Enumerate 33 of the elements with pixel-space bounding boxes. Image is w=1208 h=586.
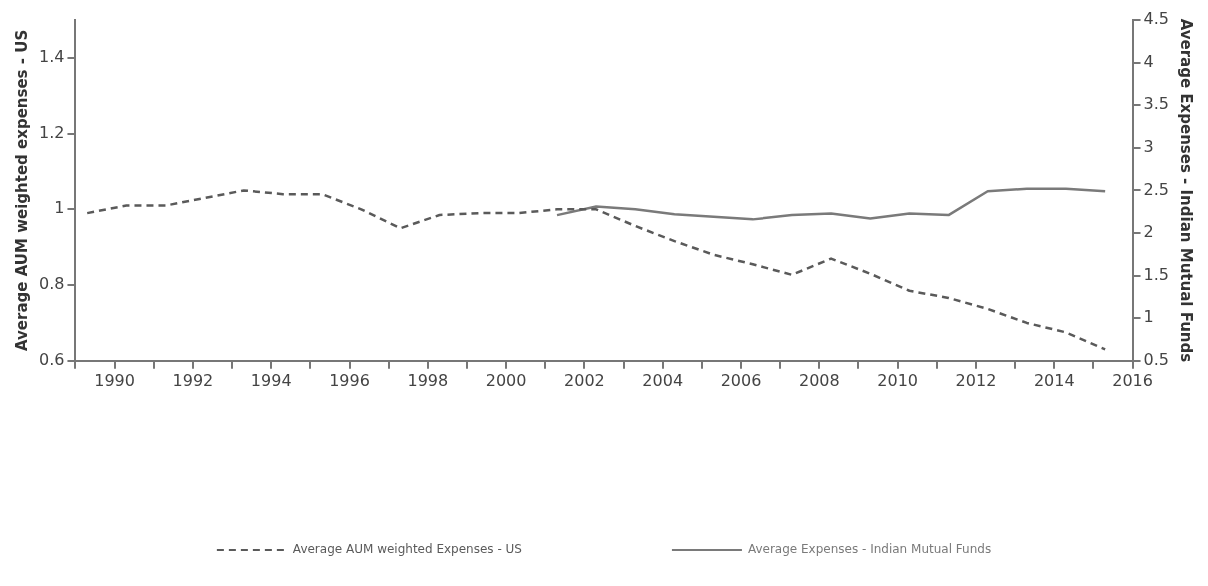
y2-tick-label: 1 — [1143, 307, 1154, 327]
x-tick-label: 2008 — [798, 370, 840, 390]
y2-tick-label: 3 — [1143, 136, 1154, 156]
y-tick-label: 0.8 — [38, 274, 65, 294]
y2-tick-label: 0.5 — [1143, 349, 1170, 369]
y-tick-label: 1.4 — [38, 47, 65, 67]
x-tick-label: 2010 — [877, 370, 918, 390]
text: Average Expenses - Indian Mutual Funds — [747, 542, 992, 557]
x-tick-label: 2002 — [564, 370, 605, 390]
x-tick-label: 2006 — [720, 370, 762, 390]
x-tick-label: 1996 — [329, 370, 370, 390]
y-tick-label: 1.2 — [38, 122, 65, 142]
x-tick-label: 2014 — [1033, 370, 1075, 390]
y2-tick-label: 4 — [1143, 51, 1154, 71]
y2-tick-label: 3.5 — [1143, 94, 1170, 114]
y2-tick-label: 4.5 — [1143, 9, 1170, 29]
y-tick-label: 0.6 — [38, 349, 65, 369]
y2-tick-label: 2.5 — [1143, 179, 1170, 199]
x-tick-label: 2012 — [955, 370, 997, 390]
y-tick-label: 1 — [54, 198, 65, 218]
x-tick-label: 1990 — [94, 370, 135, 390]
x-tick-label: 2016 — [1112, 370, 1153, 390]
y2-tick-label: 1.5 — [1143, 264, 1170, 284]
line-series — [85, 189, 1107, 351]
y-axis-title: Average AUM weighted expenses - US — [12, 29, 31, 351]
y2-tick-label: 2 — [1143, 222, 1154, 242]
x-tick-label: 2004 — [642, 370, 684, 390]
x-tick-label: 2000 — [485, 370, 527, 390]
y2-axis-title: Average Expenses - Indian Mutual Funds — [1177, 18, 1196, 363]
text: Average AUM weighted Expenses - US — [292, 542, 522, 557]
x-tick-label: 1998 — [407, 370, 449, 390]
x-tick-label: 1992 — [172, 370, 214, 390]
x-tick-label: 1994 — [250, 370, 292, 390]
